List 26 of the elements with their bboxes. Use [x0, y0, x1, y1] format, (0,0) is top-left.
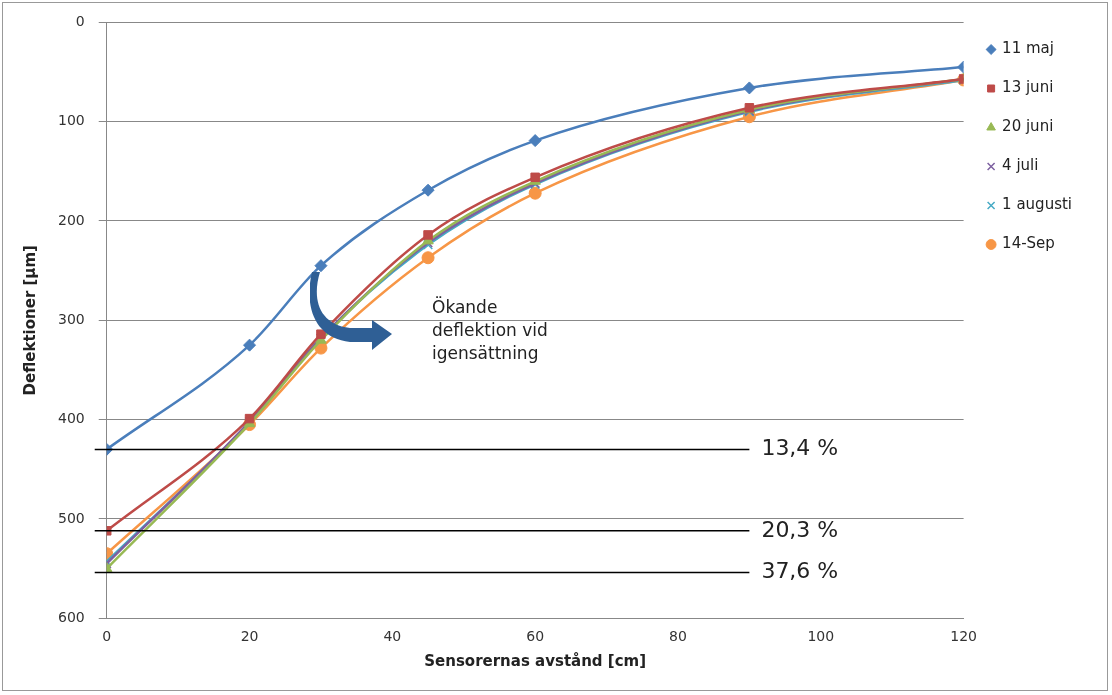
- annotation: 13,4 %: [761, 435, 839, 461]
- x-tick-label: 60: [526, 628, 545, 645]
- x-tick-label: 80: [669, 628, 687, 645]
- legend-label: 13 juni: [1002, 78, 1054, 97]
- y-axis-title: Deflektioner [µm]: [20, 245, 39, 396]
- y-tick-label: 100: [57, 112, 85, 129]
- legend-label: 14-Sep: [1002, 234, 1055, 253]
- annotation: Ökande deflektion vid igensättning: [432, 296, 549, 365]
- x-tick-label: 20: [240, 628, 259, 645]
- x-tick-label: 40: [383, 628, 402, 645]
- x-tick-label: 0: [102, 628, 112, 645]
- legend-label: 4 juli: [1002, 156, 1039, 175]
- y-tick-label: 600: [57, 608, 85, 625]
- annotation: 20,3 %: [761, 516, 839, 542]
- legend-label: 11 maj: [1002, 39, 1054, 58]
- x-axis-title: Sensorernas avstånd [cm]: [424, 651, 647, 670]
- annotation: 37,6 %: [761, 558, 839, 584]
- y-tick-label: 300: [57, 310, 85, 327]
- x-tick-label: 120: [950, 628, 977, 645]
- y-tick-label: 200: [57, 211, 85, 228]
- y-tick-label: 500: [57, 509, 85, 526]
- legend-label: 20 juni: [1002, 117, 1054, 136]
- legend-label: 1 augusti: [1002, 195, 1072, 214]
- x-tick-label: 100: [807, 628, 835, 645]
- y-tick-label: 400: [57, 410, 85, 427]
- y-tick-label: 0: [75, 13, 85, 30]
